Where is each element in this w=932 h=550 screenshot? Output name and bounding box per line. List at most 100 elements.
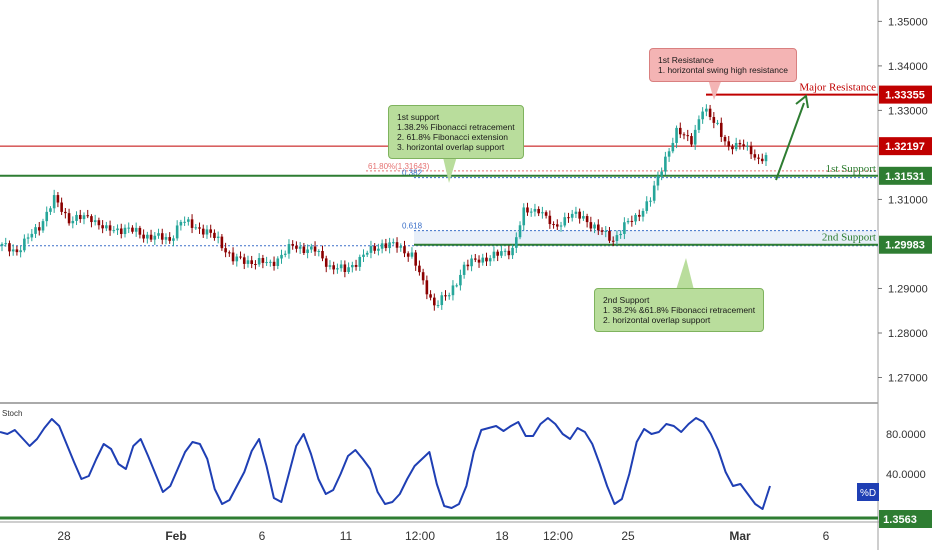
candle-body xyxy=(317,250,321,252)
candle-body xyxy=(567,217,570,219)
candle-body xyxy=(611,240,615,242)
candle-body xyxy=(421,272,425,281)
candle-body xyxy=(242,257,246,264)
candle-body xyxy=(153,235,157,240)
support1-note-line: 2. 61.8% Fibonacci extension xyxy=(397,132,509,142)
candle-body xyxy=(302,246,306,254)
price-tick-label: 1.33000 xyxy=(888,105,928,117)
candle-body xyxy=(172,238,175,241)
support1-note-line: 1st support xyxy=(397,112,440,122)
candle-body xyxy=(619,233,622,236)
candle-body xyxy=(697,119,701,130)
candle-body xyxy=(373,246,376,251)
candle-body xyxy=(615,235,619,241)
candle-body xyxy=(358,256,362,267)
candle-body xyxy=(56,195,60,203)
candle-body xyxy=(254,263,257,265)
candle-body xyxy=(37,227,41,231)
support2-note-line: 1. 38.2% &61.8% Fibonacci retracement xyxy=(603,305,756,315)
time-axis: 28 Feb 6 11 12:00 18 12:00 25 Mar 6 xyxy=(57,529,829,543)
candle-body xyxy=(760,158,764,162)
candle-body xyxy=(645,201,649,211)
resistance-note-line: 1st Resistance xyxy=(658,55,714,65)
candle-body xyxy=(738,142,742,145)
stoch-current-label: %D xyxy=(860,488,876,499)
candle-body xyxy=(526,207,529,213)
candle-body xyxy=(365,252,369,255)
candle-body xyxy=(336,268,339,270)
candle-body xyxy=(522,207,526,226)
candle-body xyxy=(313,246,317,252)
candle-body xyxy=(306,249,309,254)
candle-body xyxy=(64,211,67,214)
candle-body xyxy=(280,254,283,259)
support1-note-pointer xyxy=(442,153,458,183)
candle-body xyxy=(589,222,593,229)
support1-note-line: 1.38.2% Fibonacci retracement xyxy=(397,122,515,132)
candle-body xyxy=(146,234,149,239)
candle-body xyxy=(0,244,4,246)
candle-body xyxy=(533,208,537,212)
fib-label: 0.382 xyxy=(402,169,423,178)
candle-body xyxy=(712,117,716,123)
candle-body xyxy=(231,252,235,262)
price-tick-label: 1.27000 xyxy=(888,373,928,385)
candle-body xyxy=(701,111,704,120)
candle-body xyxy=(265,262,268,264)
candle-body xyxy=(570,213,574,218)
candle-body xyxy=(250,260,253,264)
candle-body xyxy=(101,225,104,229)
candle-body xyxy=(149,234,153,240)
candle-body xyxy=(742,144,745,147)
candle-body xyxy=(630,220,634,222)
candle-body xyxy=(395,242,399,248)
candle-body xyxy=(474,258,477,260)
candle-body xyxy=(351,265,354,268)
stoch-line xyxy=(0,417,771,510)
price-tag-label: 1.33355 xyxy=(885,90,925,102)
candle-body xyxy=(291,244,294,246)
candle-body xyxy=(734,142,738,150)
candle-body xyxy=(78,214,82,220)
price-tag xyxy=(879,137,932,156)
candle-body xyxy=(384,243,388,249)
candle-body xyxy=(142,234,145,239)
candle-body xyxy=(447,295,451,297)
price-tick-label: 1.34000 xyxy=(888,61,928,73)
candle-body xyxy=(71,220,75,224)
candle-body xyxy=(201,228,205,235)
candle-body xyxy=(175,225,179,239)
candle-body xyxy=(440,295,444,306)
candle-body xyxy=(433,297,436,306)
candle-body xyxy=(183,221,186,223)
candle-body xyxy=(410,252,414,257)
candle-body xyxy=(295,245,298,249)
candle-body xyxy=(209,229,213,233)
candlestick-series xyxy=(0,104,768,311)
resistance-note: 1st Resistance 1. horizontal swing high … xyxy=(649,48,797,82)
candle-body xyxy=(228,252,231,254)
candle-body xyxy=(515,237,518,248)
support2-note: 2nd Support 1. 38.2% &61.8% Fibonacci re… xyxy=(594,288,765,332)
candle-body xyxy=(608,230,611,241)
candle-body xyxy=(347,267,350,272)
candle-body xyxy=(97,220,101,226)
candle-body xyxy=(656,175,660,186)
candle-body xyxy=(496,251,499,256)
candle-body xyxy=(623,222,626,234)
fib-label: 61.80%(1.31643) xyxy=(368,162,430,171)
candle-body xyxy=(723,136,727,142)
candle-body xyxy=(690,136,693,145)
candle-body xyxy=(354,265,358,267)
stoch-level-tag xyxy=(879,510,932,528)
candle-body xyxy=(708,108,712,118)
price-tag-label: 1.29983 xyxy=(885,240,925,252)
candle-body xyxy=(414,252,417,266)
candle-body xyxy=(119,228,123,235)
candle-body xyxy=(369,246,373,253)
candle-body xyxy=(719,122,723,137)
candle-body xyxy=(500,251,503,256)
candle-body xyxy=(403,246,406,254)
